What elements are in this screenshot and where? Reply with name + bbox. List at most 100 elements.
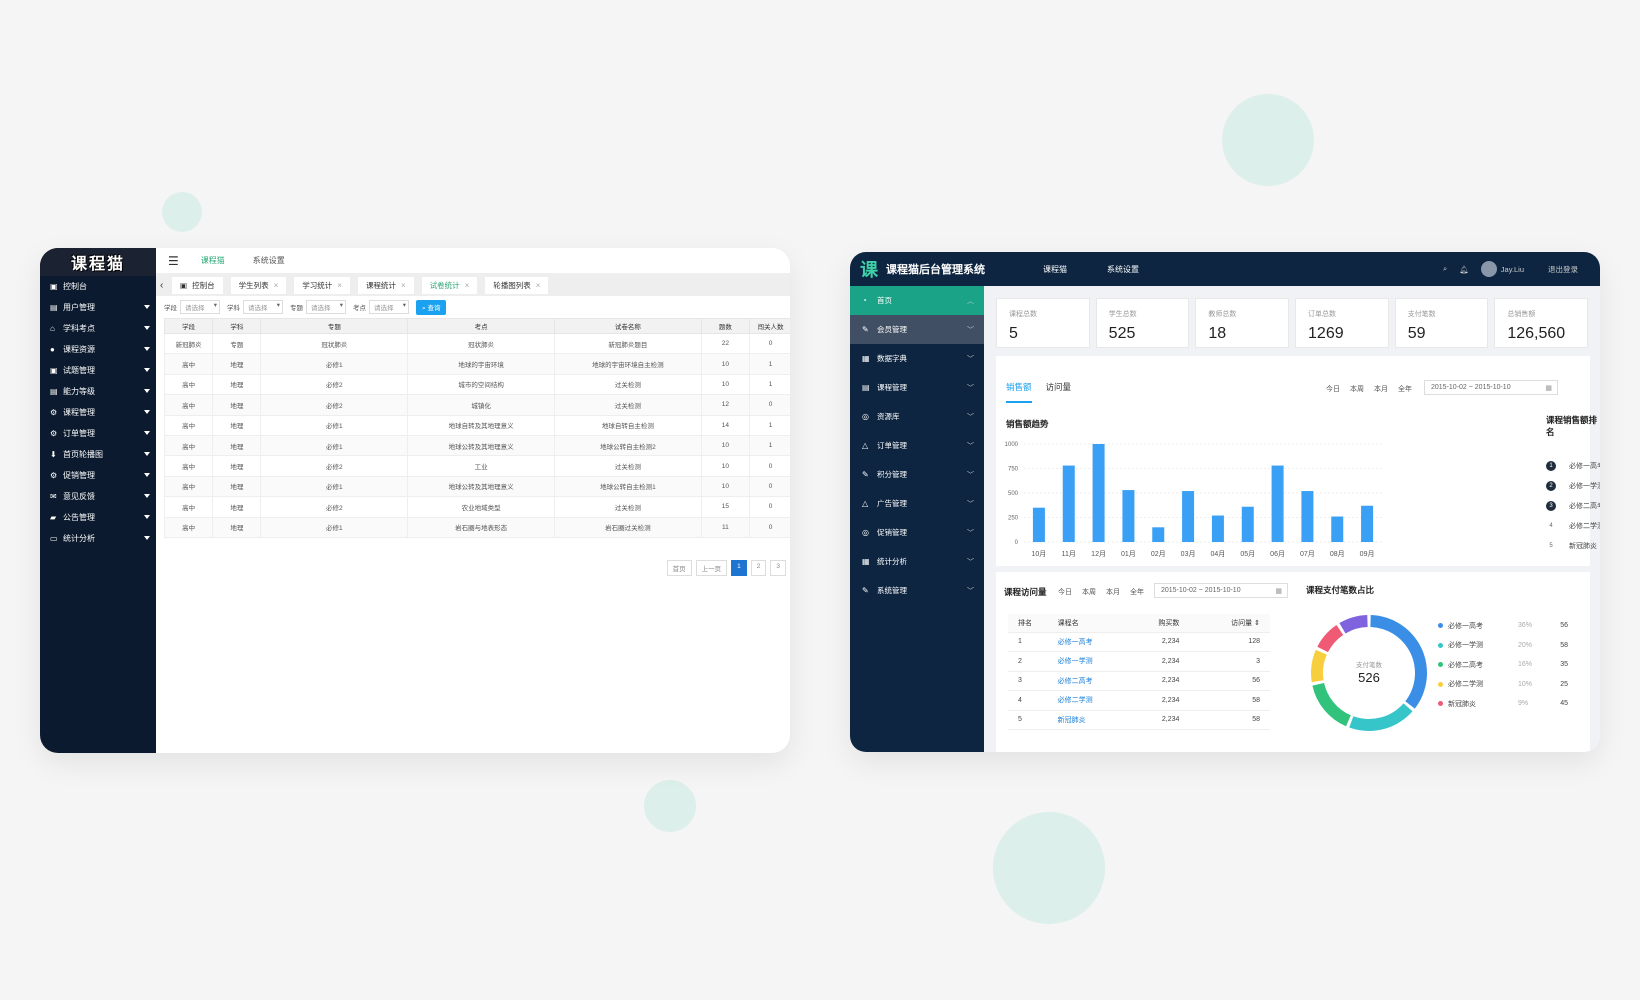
sidebar-item[interactable]: ▣ 控制台: [40, 276, 156, 297]
tab-item[interactable]: 学习统计 ×: [294, 276, 350, 294]
bar[interactable]: [1092, 444, 1105, 542]
topnav-settings[interactable]: 系统设置: [1107, 264, 1139, 274]
sidebar-item[interactable]: ◎ 促销管理 ﹀: [850, 518, 984, 547]
sidebar-item[interactable]: ⚙ 订单管理: [40, 423, 156, 444]
close-icon[interactable]: ×: [273, 280, 279, 290]
tab-item[interactable]: 课程统计 ×: [357, 276, 414, 294]
table-header[interactable]: 题数: [700, 318, 751, 334]
table-header[interactable]: 试卷名称: [554, 318, 702, 334]
sidebar-item[interactable]: ✎ 会员管理 ﹀: [850, 315, 984, 344]
topnav-course-cat[interactable]: 课程猫: [1043, 264, 1067, 274]
sales-date-range[interactable]: 2015-10-02 ~ 2015-10-10 ▦: [1424, 380, 1558, 395]
bar[interactable]: [1271, 465, 1284, 542]
tab-sales[interactable]: 销售额: [1006, 381, 1032, 403]
table-row[interactable]: 高中 地理 必修2 城镇化 过关检测 12 0: [163, 394, 790, 416]
sidebar-item[interactable]: ▤ 能力等级: [40, 381, 156, 402]
course-link[interactable]: 必修二高考: [1047, 671, 1122, 691]
donut-slice[interactable]: [1312, 682, 1351, 727]
table-header[interactable]: 考点: [407, 318, 555, 334]
course-link[interactable]: 必修一学测: [1047, 651, 1122, 672]
topnav-settings[interactable]: 系统设置: [252, 256, 285, 265]
pager-page-2[interactable]: 2: [750, 560, 767, 576]
pager-page-3[interactable]: 3: [770, 560, 786, 576]
pager-prev[interactable]: 上一页: [695, 560, 728, 576]
table-row[interactable]: 高中 地理 必修2 工业 过关检测 10 0: [163, 455, 790, 477]
filter-select-point[interactable]: 请选择: [369, 300, 409, 314]
sidebar-item[interactable]: ◔ 首页 ︿: [850, 286, 984, 315]
bar[interactable]: [1152, 527, 1165, 542]
donut-slice[interactable]: [1339, 615, 1368, 634]
course-link[interactable]: 必修一高考: [1047, 632, 1122, 652]
table-row[interactable]: 3 必修二高考 2,234 56: [1008, 671, 1270, 691]
table-row[interactable]: 4 必修二学测 2,234 58: [1008, 690, 1270, 711]
pager-first[interactable]: 首页: [666, 560, 692, 576]
table-header[interactable]: 专题: [260, 318, 409, 334]
table-row[interactable]: 5 新冠肺炎 2,234 58: [1008, 710, 1270, 730]
close-icon[interactable]: ×: [464, 280, 470, 290]
sidebar-item[interactable]: ▤ 用户管理: [40, 297, 156, 318]
table-header[interactable]: 学段: [163, 318, 214, 334]
username[interactable]: Jay.Liu: [1500, 264, 1524, 274]
course-link[interactable]: 新冠肺炎: [1047, 710, 1122, 730]
sidebar-item[interactable]: ⚙ 课程管理: [40, 402, 156, 423]
donut-slice[interactable]: [1349, 703, 1413, 731]
table-row[interactable]: 高中 地理 必修1 地球自转及其地理意义 地球自转自主检测 14 1: [163, 414, 790, 436]
period-today[interactable]: 今日: [1326, 386, 1340, 393]
visits-period-today[interactable]: 今日: [1058, 589, 1072, 596]
col-visits[interactable]: 访问量 ⇕: [1189, 614, 1270, 633]
table-row[interactable]: 新冠肺炎 专题 冠状肺炎 冠状肺炎 新冠肺炎题目 22 0: [163, 332, 790, 355]
bar[interactable]: [1361, 505, 1374, 542]
table-row[interactable]: 高中 地理 必修1 岩石圈与地表形态 岩石圈过关检测 11 0: [163, 516, 790, 538]
table-row[interactable]: 高中 地理 必修2 农业地域类型 过关检测 15 0: [163, 496, 790, 518]
table-header[interactable]: 学科: [212, 318, 262, 334]
sidebar-item[interactable]: ⬇ 首页轮播图: [40, 444, 156, 465]
logo[interactable]: 课程猫: [40, 248, 156, 276]
tab-item[interactable]: ▣ 控制台: [172, 276, 223, 294]
sidebar-item[interactable]: △ 订单管理 ﹀: [850, 431, 984, 460]
bar[interactable]: [1062, 465, 1075, 542]
filter-select-stage[interactable]: 请选择: [180, 300, 220, 314]
sidebar-item[interactable]: ▤ 课程管理 ﹀: [850, 373, 984, 402]
close-icon[interactable]: ×: [535, 280, 541, 290]
sidebar-item[interactable]: ▣ 试题管理: [40, 360, 156, 381]
close-icon[interactable]: ×: [337, 280, 342, 290]
period-month[interactable]: 本月: [1374, 386, 1388, 393]
course-link[interactable]: 必修二学测: [1047, 690, 1122, 711]
sidebar-item[interactable]: ▰ 公告管理: [40, 507, 156, 528]
visits-period-week[interactable]: 本周: [1082, 589, 1096, 596]
table-header[interactable]: 闯关人数: [749, 318, 790, 334]
donut-slice[interactable]: [1317, 624, 1344, 653]
bell-icon[interactable]: 🔔︎: [1459, 264, 1469, 274]
sidebar-item[interactable]: ⚙ 促销管理: [40, 465, 156, 486]
period-week[interactable]: 本周: [1350, 386, 1364, 393]
sidebar-item[interactable]: ⌂ 学科考点: [40, 318, 156, 339]
donut-slice[interactable]: [1370, 615, 1427, 709]
sort-icon[interactable]: ⇕: [1254, 619, 1260, 627]
sidebar-item[interactable]: ● 课程资源: [40, 339, 156, 360]
sidebar-item[interactable]: ✎ 积分管理 ﹀: [850, 460, 984, 489]
logout-link[interactable]: 退出登录: [1548, 264, 1578, 274]
tabs-back-icon[interactable]: ‹: [160, 279, 164, 291]
sidebar-item[interactable]: ✎ 系统管理 ﹀: [850, 576, 984, 605]
filter-select-topic[interactable]: 请选择: [306, 300, 346, 314]
visits-period-year[interactable]: 全年: [1130, 589, 1144, 596]
menu-toggle-icon[interactable]: ☰: [168, 253, 179, 268]
table-row[interactable]: 高中 地理 必修1 地球的宇宙环境 地球的宇宙环境自主检测 10 1: [163, 353, 790, 375]
bar[interactable]: [1241, 506, 1254, 542]
close-icon[interactable]: ×: [400, 280, 406, 290]
tab-item[interactable]: 学生列表 ×: [230, 276, 287, 294]
period-year[interactable]: 全年: [1398, 386, 1412, 393]
search-icon[interactable]: ⌕: [1443, 264, 1448, 273]
sidebar-item[interactable]: ▦ 数据字典 ﹀: [850, 344, 984, 373]
sidebar-item[interactable]: ▭ 统计分析: [40, 528, 156, 549]
sidebar-item[interactable]: ◎ 资源库 ﹀: [850, 402, 984, 431]
table-row[interactable]: 2 必修一学测 2,234 3: [1008, 651, 1270, 672]
sidebar-item[interactable]: △ 广告管理 ﹀: [850, 489, 984, 518]
bar[interactable]: [1331, 516, 1344, 542]
tab-item[interactable]: 轮播图列表 ×: [485, 276, 549, 294]
bar[interactable]: [1182, 491, 1195, 542]
sidebar-item[interactable]: ✉ 意见反馈: [40, 486, 156, 507]
table-row[interactable]: 高中 地理 必修1 地球公转及其地理意义 地球公转自主检测2 10 1: [163, 434, 790, 457]
bar[interactable]: [1211, 515, 1224, 542]
sidebar-item[interactable]: ▦ 统计分析 ﹀: [850, 547, 984, 576]
